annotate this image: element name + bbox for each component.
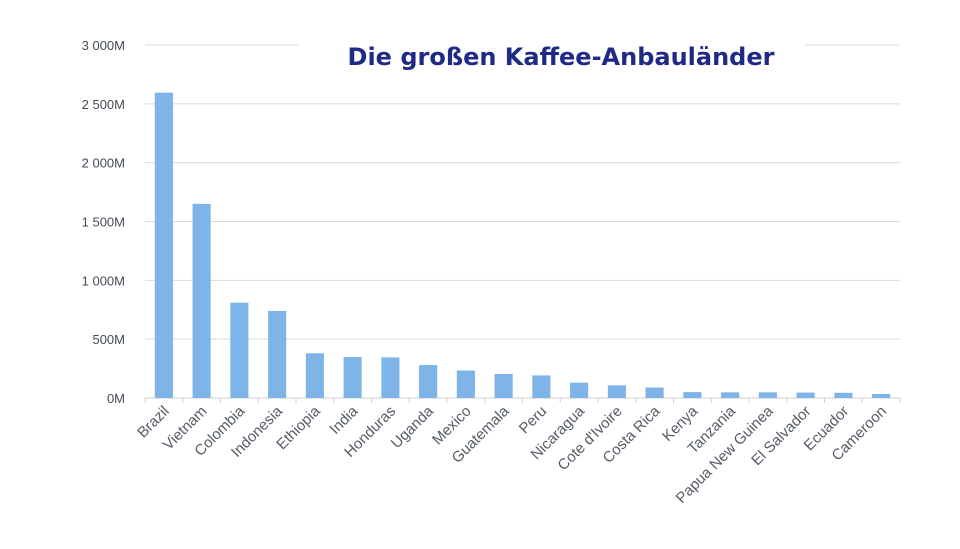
y-tick-label: 500M bbox=[92, 332, 125, 347]
gridlines bbox=[144, 44, 901, 403]
bars bbox=[154, 92, 891, 398]
bar bbox=[192, 203, 211, 398]
bar bbox=[381, 357, 400, 398]
y-tick-label: 1 000M bbox=[82, 273, 125, 288]
bar bbox=[796, 392, 815, 398]
y-tick-label: 2 500M bbox=[82, 97, 125, 112]
bar bbox=[268, 310, 287, 398]
y-tick-label: 1 500M bbox=[82, 215, 125, 230]
bar bbox=[570, 382, 589, 398]
bar bbox=[305, 353, 324, 398]
bar bbox=[419, 365, 438, 398]
bar bbox=[343, 357, 362, 398]
bar bbox=[154, 92, 173, 398]
bar bbox=[494, 373, 513, 398]
bar bbox=[721, 392, 740, 398]
x-tick-label: Peru bbox=[516, 403, 550, 437]
y-axis-ticks: 0M 500M 1 000M 1 500M 2 000M 2 500M 3 000M bbox=[82, 38, 125, 406]
y-tick-label: 0M bbox=[107, 391, 125, 406]
y-tick-label: 3 000M bbox=[82, 38, 125, 53]
bar bbox=[872, 393, 891, 398]
bar bbox=[607, 385, 626, 398]
bar bbox=[758, 392, 777, 398]
y-tick-label: 2 000M bbox=[82, 156, 125, 171]
bar bbox=[532, 375, 551, 398]
bar bbox=[230, 302, 249, 398]
x-tick-label: Uganda bbox=[388, 402, 438, 452]
bar bbox=[456, 370, 475, 398]
bar bbox=[834, 392, 853, 398]
bar bbox=[645, 387, 664, 398]
chart-title: Die großen Kaffee-Anbauländer bbox=[348, 43, 775, 71]
title-background bbox=[298, 30, 805, 82]
bar bbox=[683, 392, 702, 398]
